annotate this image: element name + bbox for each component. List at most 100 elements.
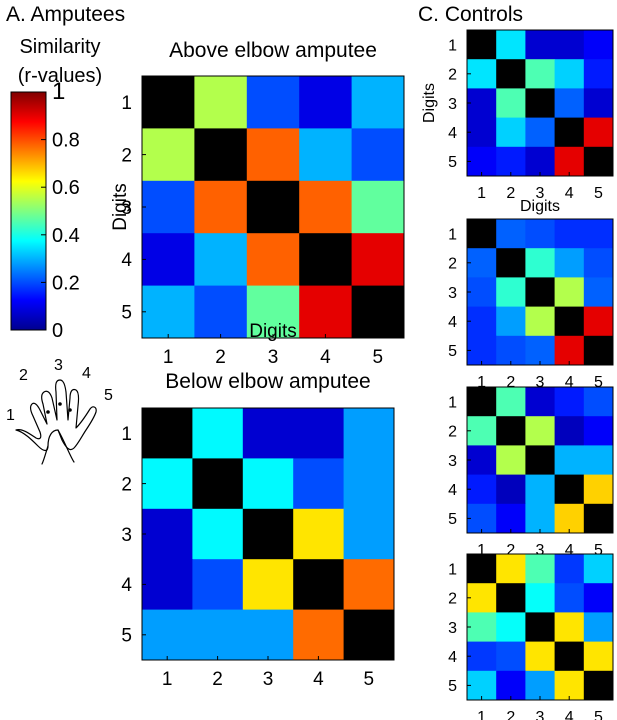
heatmap-2: 1 2 3 4 5 1 2 3 4 5 Below elbow amputee — [121, 370, 395, 690]
heatmap-cell — [142, 285, 195, 339]
heatmap-cell — [525, 670, 556, 701]
y-tick-label: 3 — [448, 285, 457, 302]
heatmap-5: 1 2 3 4 5 1 2 3 4 5 — [448, 386, 614, 559]
heatmap-cell — [351, 128, 405, 182]
heatmap-cell — [192, 508, 244, 560]
heatmap-cell — [299, 233, 353, 287]
panel-c-label: C. Controls — [418, 3, 523, 26]
heatmap-cell — [142, 128, 195, 182]
x-tick-label: 5 — [364, 669, 375, 690]
y-tick-label: 4 — [448, 649, 457, 666]
heatmap-cell — [525, 474, 556, 505]
colorbar-tick-label: 0.8 — [52, 130, 80, 152]
x-tick-label: 4 — [565, 542, 574, 559]
heatmap-cell — [583, 612, 614, 643]
heatmap-cell — [242, 508, 294, 560]
heatmap-cell — [583, 248, 614, 278]
y-tick-label: 3 — [448, 96, 457, 113]
heatmap-cell — [496, 641, 526, 672]
heatmap-cell — [246, 128, 300, 182]
heatmap-cell — [525, 146, 556, 177]
heatmap-cell — [343, 408, 395, 459]
heatmap-cell — [142, 180, 195, 234]
hand-digit-label-5: 5 — [104, 387, 113, 404]
heatmap-cell — [496, 59, 526, 89]
x-tick-label: 4 — [565, 185, 574, 202]
heatmap-cell — [496, 445, 526, 476]
heatmap-cell — [583, 387, 614, 417]
heatmap-cell — [496, 277, 526, 308]
heatmap-cell — [293, 609, 345, 661]
heatmap-cell — [246, 233, 300, 287]
x-axis-label: Digits — [520, 198, 560, 215]
heatmap-cell — [142, 508, 193, 560]
heatmap-cell — [299, 180, 353, 234]
x-tick-label: 5 — [594, 542, 603, 559]
heatmap-cell — [583, 641, 614, 672]
heatmap-cell — [525, 554, 556, 584]
y-tick-label: 2 — [448, 424, 457, 441]
x-tick-label: 2 — [212, 669, 223, 690]
heatmap-cell — [467, 277, 497, 308]
heatmap-cell — [554, 670, 585, 701]
y-axis-label: Digits — [110, 183, 131, 231]
x-tick-label: 2 — [215, 347, 226, 368]
y-tick-label: 3 — [121, 525, 132, 546]
heatmap-cell — [242, 559, 294, 611]
hand-digit-label-2: 2 — [19, 367, 28, 384]
colorbar: Similarity (r-values) 1 0.8 0.6 0.4 0.2 0 — [10, 36, 102, 342]
x-tick-label: 5 — [594, 374, 603, 391]
heatmap-cell — [496, 612, 526, 643]
heatmap-cell — [583, 474, 614, 505]
heatmap-cell — [242, 458, 294, 510]
heatmap-cell — [343, 508, 395, 560]
heatmap-cell — [525, 30, 556, 60]
x-tick-label: 1 — [477, 374, 486, 391]
heatmap-6: 1 2 3 4 5 1 2 3 4 5 — [448, 553, 614, 720]
heatmap-cell — [496, 335, 526, 366]
heatmap-cell — [299, 285, 353, 339]
heatmap-cell — [583, 59, 614, 89]
x-tick-label: 5 — [594, 185, 603, 202]
heatmap-cell — [583, 335, 614, 366]
heatmap-cell — [496, 474, 526, 505]
heatmap-cell — [583, 117, 614, 148]
heatmap-cell — [525, 219, 556, 249]
heatmap-cell — [525, 445, 556, 476]
heatmap-1: 1 2 3 4 5 1 2 3 4 5 Above elbow amputee Digits Digit… — [110, 39, 405, 368]
heatmap-cell — [554, 474, 585, 505]
heatmap-cell — [194, 76, 248, 129]
heatmap-cell — [194, 128, 248, 182]
colorbar-gradient — [10, 91, 47, 331]
heatmap-cell — [525, 88, 556, 119]
heatmap-cell — [583, 445, 614, 476]
x-tick-label: 3 — [536, 374, 545, 391]
x-tick-label: 2 — [506, 709, 515, 720]
heatmap-cell — [525, 248, 556, 278]
colorbar-tick-label: 0 — [52, 320, 63, 342]
heatmap-cell — [467, 670, 497, 701]
y-tick-label: 4 — [121, 575, 132, 596]
x-tick-label: 2 — [506, 185, 515, 202]
heatmap-cell — [496, 670, 526, 701]
colorbar-tick-label: 0.2 — [52, 272, 80, 294]
heatmap-cell — [142, 458, 193, 510]
hand-digit-label-4: 4 — [82, 365, 91, 382]
colorbar-title-line1: Similarity — [19, 36, 100, 58]
heatmap-cell — [583, 503, 614, 534]
heatmap-cell — [525, 306, 556, 337]
x-tick-label: 4 — [313, 669, 324, 690]
heatmap-cell — [351, 285, 405, 339]
heatmap-cell — [525, 59, 556, 89]
heatmap-cell — [525, 612, 556, 643]
heatmaps: 1 2 3 4 5 1 2 3 4 5 Above elbow amputee Digits Digit… — [110, 29, 614, 720]
heatmap-cell — [467, 445, 497, 476]
heatmap-cell — [467, 583, 497, 613]
heatmap-cell — [343, 609, 395, 661]
y-tick-label: 2 — [121, 145, 132, 166]
y-tick-label: 2 — [448, 67, 457, 84]
heatmap-cell — [583, 416, 614, 446]
x-tick-label: 3 — [536, 542, 545, 559]
y-tick-label: 1 — [121, 93, 132, 114]
